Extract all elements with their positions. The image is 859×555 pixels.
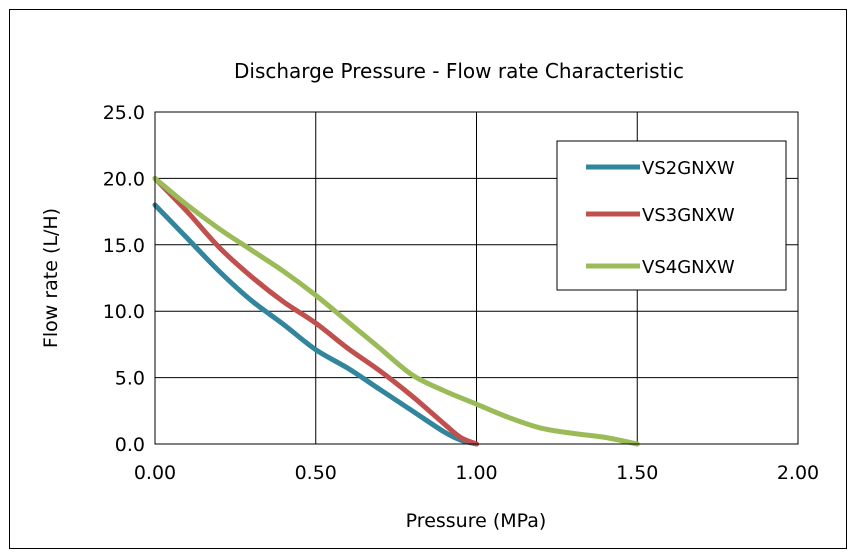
- chart-title: Discharge Pressure - Flow rate Character…: [234, 59, 684, 83]
- x-tick-label: 1.00: [455, 462, 497, 484]
- y-axis-title: Flow rate (L/H): [40, 208, 62, 348]
- y-tick-label: 0.0: [115, 434, 145, 456]
- series-line-vs2gnxw: [152, 202, 479, 447]
- y-tick-label: 10.0: [103, 301, 145, 323]
- legend-label-vs2gnxw: VS2GNXW: [642, 158, 735, 179]
- series-line-vs4gnxw: [152, 175, 640, 447]
- legend-label-vs4gnxw: VS4GNXW: [642, 257, 735, 278]
- x-tick-label: 1.50: [616, 462, 658, 484]
- y-tick-label: 25.0: [103, 102, 145, 124]
- legend: VS2GNXW VS3GNXW VS4GNXW: [556, 140, 787, 291]
- series-layer: [152, 175, 640, 447]
- plot-area-border: [154, 111, 799, 445]
- y-tick-label: 20.0: [103, 168, 145, 190]
- y-tick-label: 5.0: [115, 368, 145, 390]
- x-tick-label: 0.00: [134, 462, 176, 484]
- ticks-layer: 0.0 5.0 10.0 15.0 20.0 25.0 0.00 0.50 1.00 1.50 2.…: [103, 102, 819, 484]
- y-tick-label: 15.0: [103, 235, 145, 257]
- legend-label-vs3gnxw: VS3GNXW: [642, 205, 735, 226]
- x-tick-label: 2.00: [777, 462, 819, 484]
- x-tick-label: 0.50: [295, 462, 337, 484]
- series-line-vs3gnxw: [152, 175, 479, 447]
- x-axis-title: Pressure (MPa): [406, 510, 547, 532]
